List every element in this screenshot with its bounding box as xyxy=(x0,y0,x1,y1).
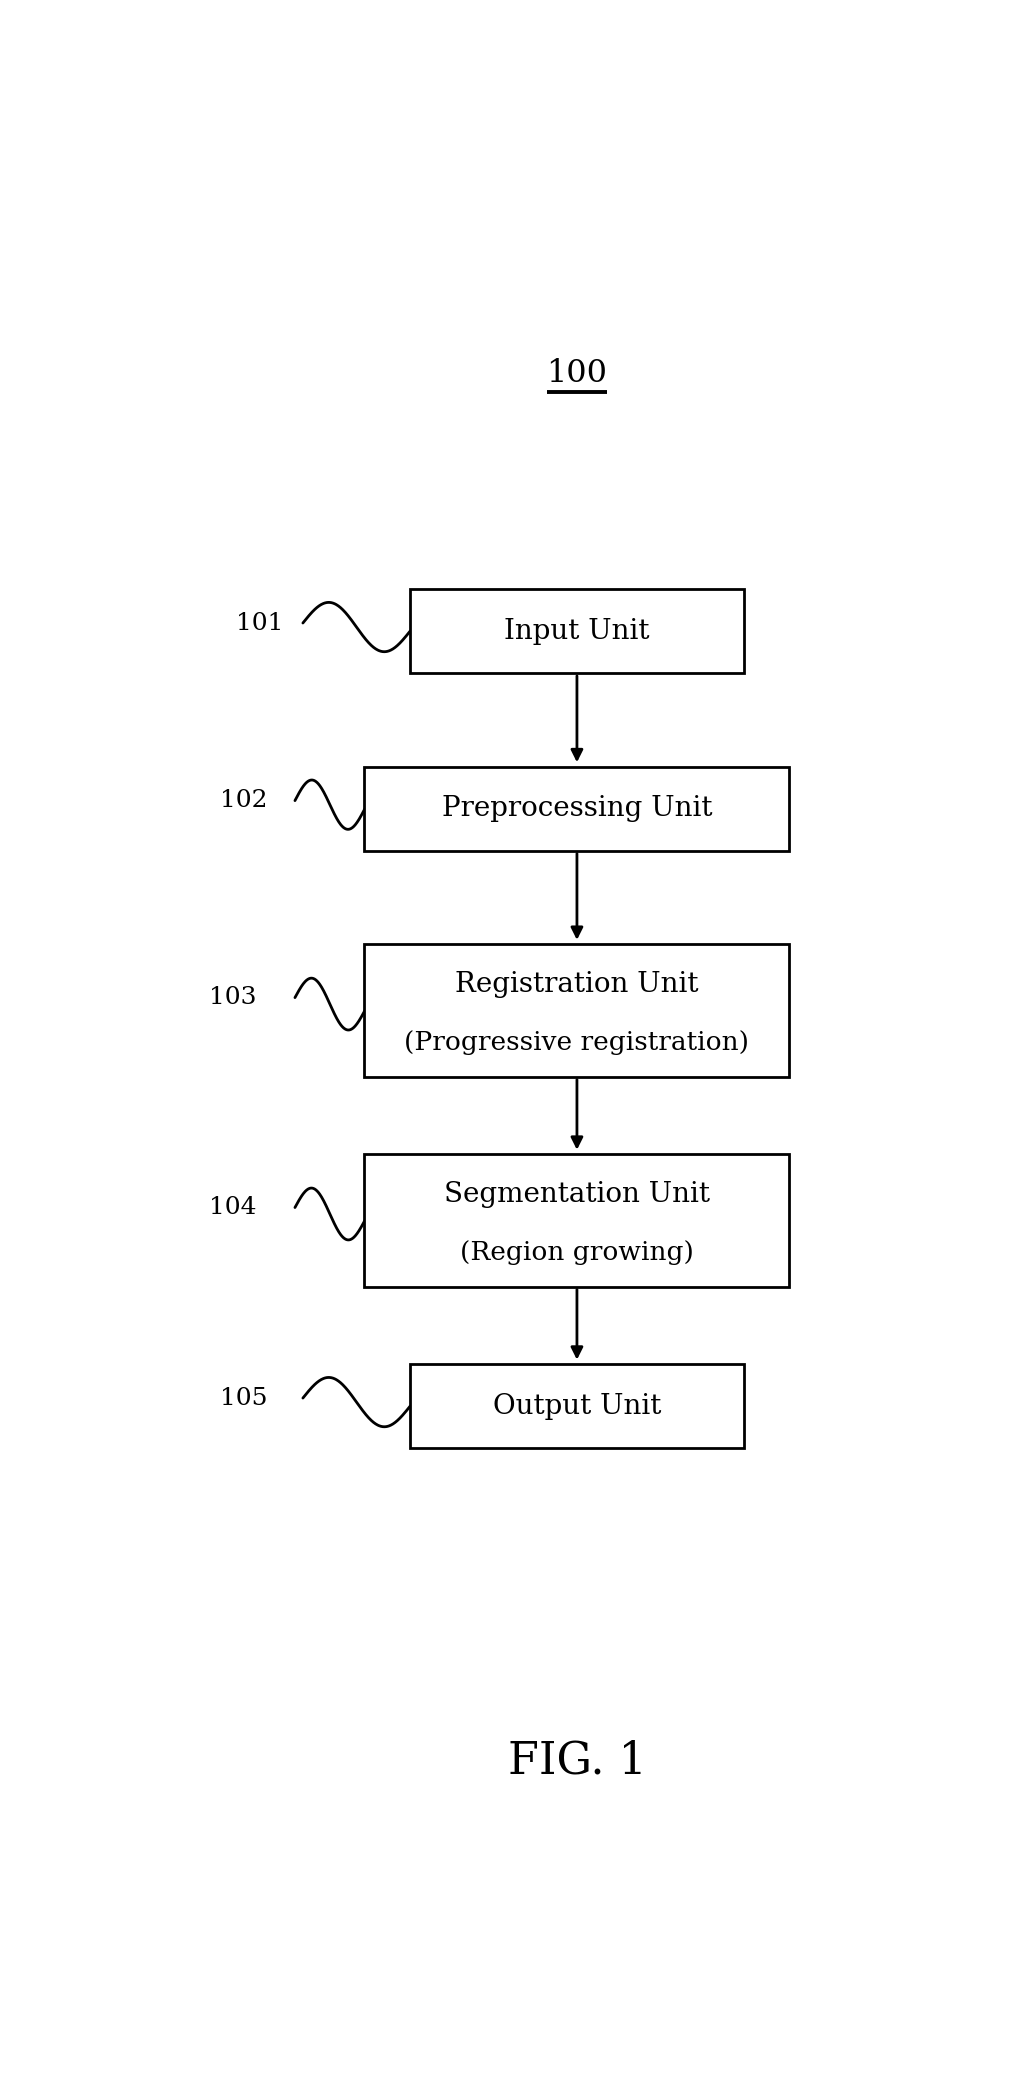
Text: (Region growing): (Region growing) xyxy=(460,1239,694,1264)
Bar xyxy=(365,768,789,851)
Bar xyxy=(365,1153,789,1288)
Text: Segmentation Unit: Segmentation Unit xyxy=(444,1181,710,1208)
Text: 101: 101 xyxy=(236,612,283,635)
Text: (Progressive registration): (Progressive registration) xyxy=(405,1030,749,1055)
Text: 103: 103 xyxy=(209,986,257,1009)
Text: Output Unit: Output Unit xyxy=(493,1392,661,1420)
Text: FIG. 1: FIG. 1 xyxy=(507,1741,647,1782)
Bar xyxy=(365,944,789,1076)
Text: 104: 104 xyxy=(209,1195,257,1218)
Text: 105: 105 xyxy=(219,1386,268,1409)
Text: Registration Unit: Registration Unit xyxy=(455,971,699,998)
Text: Input Unit: Input Unit xyxy=(504,619,650,644)
Bar xyxy=(410,589,744,673)
Bar xyxy=(410,1365,744,1449)
Text: 100: 100 xyxy=(546,359,608,388)
Text: Preprocessing Unit: Preprocessing Unit xyxy=(442,795,712,822)
Text: 102: 102 xyxy=(219,788,268,812)
